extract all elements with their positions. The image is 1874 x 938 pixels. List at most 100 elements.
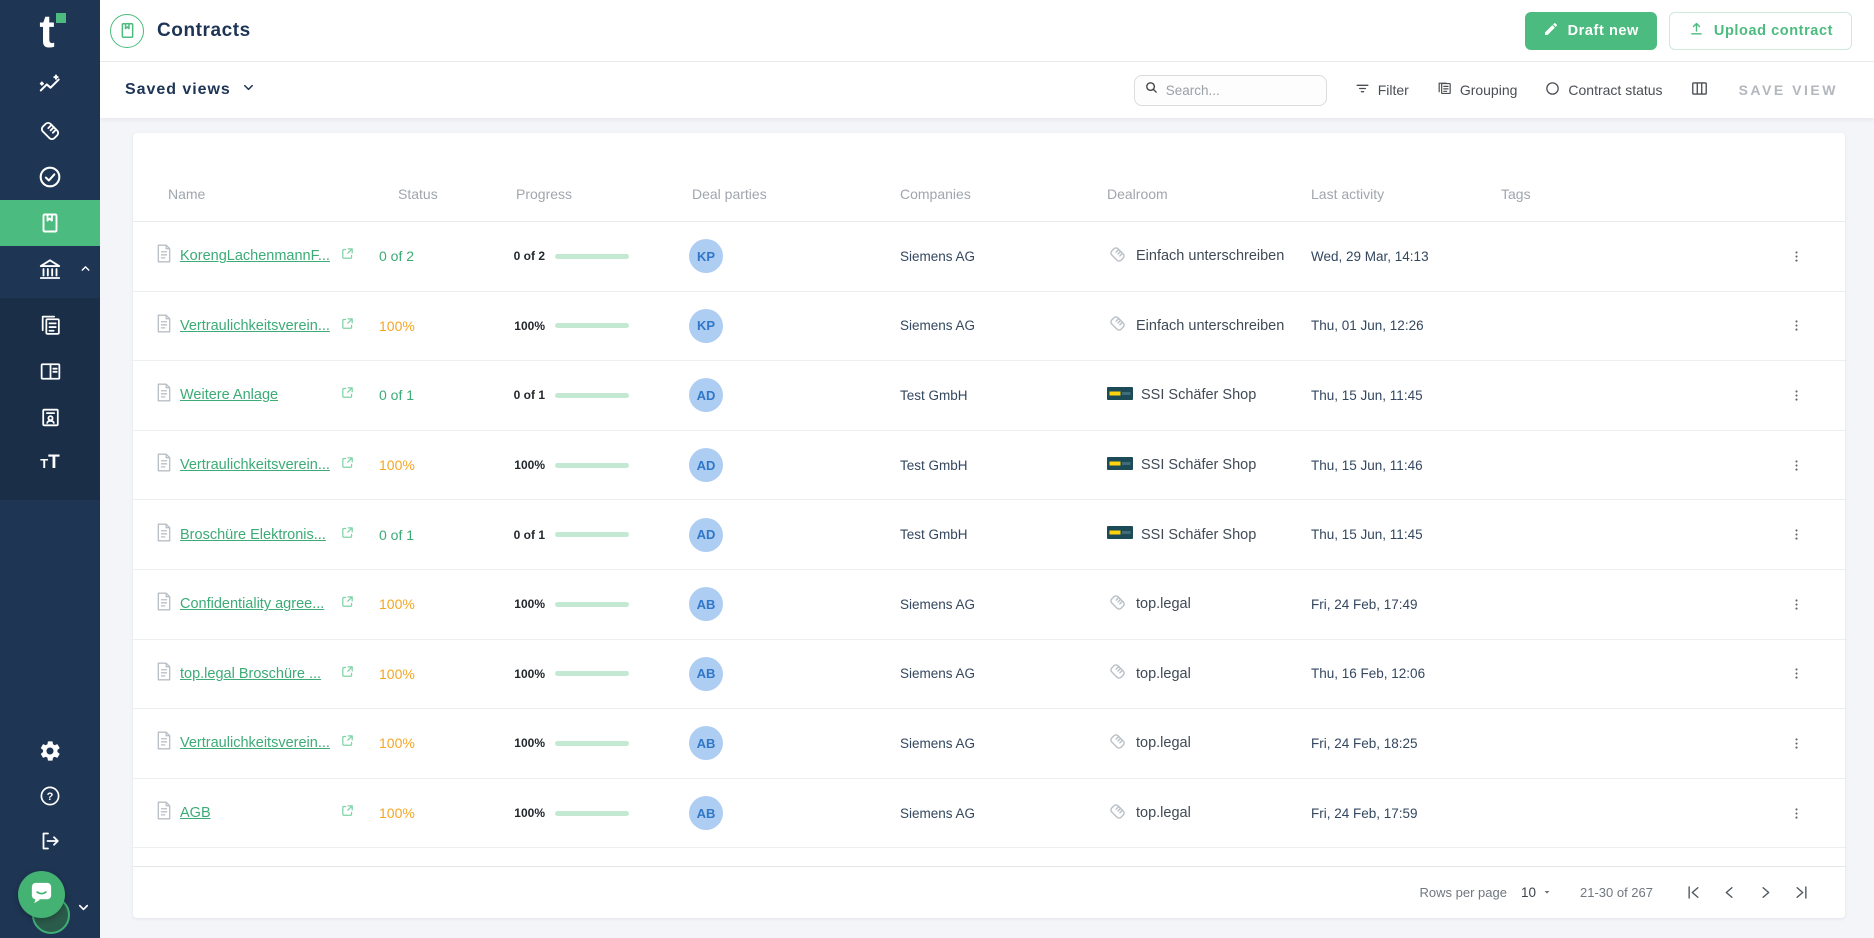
sidebar-item-text-styles[interactable]: TT (0, 440, 100, 486)
library-icon (38, 313, 63, 338)
grouping-button[interactable]: Grouping (1436, 80, 1518, 100)
settings-button[interactable] (0, 731, 100, 776)
sidebar-item-contacts[interactable] (0, 394, 100, 440)
row-menu-button[interactable] (1783, 313, 1809, 339)
handshake-icon (1107, 731, 1128, 756)
progress-bar (555, 602, 629, 607)
document-icon (155, 313, 173, 339)
sidebar-item-templates[interactable] (0, 302, 100, 348)
contract-name-link[interactable]: KorengLachenmannF... (180, 248, 340, 264)
draft-new-button[interactable]: Draft new (1525, 12, 1657, 50)
column-header-dealroom: Dealroom (1103, 186, 1303, 202)
open-external-icon[interactable] (340, 594, 355, 614)
status-circle-icon (1544, 80, 1561, 100)
status-value: 100% (373, 735, 493, 751)
search-input[interactable] (1166, 83, 1317, 98)
row-menu-button[interactable] (1783, 522, 1809, 548)
progress-label: 0 of 1 (493, 528, 545, 542)
sidebar-item-contracts[interactable] (0, 200, 100, 246)
dealroom-name: top.legal (1136, 735, 1191, 751)
dealroom-name: SSI Schäfer Shop (1141, 387, 1256, 403)
contract-name-link[interactable]: top.legal Broschüre ... (180, 666, 340, 682)
contract-name-link[interactable]: Weitere Anlage (180, 387, 340, 403)
contract-status-filter[interactable]: Contract status (1544, 80, 1662, 100)
contracts-page-icon (110, 14, 144, 48)
chat-launcher-button[interactable] (18, 871, 65, 918)
row-menu-button[interactable] (1783, 661, 1809, 687)
open-external-icon[interactable] (340, 455, 355, 475)
filter-button[interactable]: Filter (1354, 80, 1409, 100)
contract-name-link[interactable]: Vertraulichkeitsverein... (180, 457, 340, 473)
row-menu-button[interactable] (1783, 243, 1809, 269)
handshake-icon (1107, 661, 1128, 686)
search-box (1134, 75, 1327, 106)
open-external-icon[interactable] (340, 316, 355, 336)
company-name: Test GmbH (893, 527, 1103, 542)
progress-bar (555, 323, 629, 328)
document-icon (155, 730, 173, 756)
chevron-up-icon[interactable] (79, 262, 92, 275)
row-menu-button[interactable] (1783, 800, 1809, 826)
rows-per-page-label: Rows per page (1420, 885, 1507, 900)
dealroom-name: top.legal (1136, 666, 1191, 682)
row-menu-button[interactable] (1783, 452, 1809, 478)
column-header-progress: Progress (493, 186, 653, 202)
app-logo[interactable]: t (0, 0, 100, 62)
row-menu-button[interactable] (1783, 591, 1809, 617)
check-circle-icon (37, 164, 63, 190)
company-name: Siemens AG (893, 597, 1103, 612)
contract-name-link[interactable]: AGB (180, 805, 340, 821)
row-menu-button[interactable] (1783, 382, 1809, 408)
handshake-icon (37, 118, 63, 144)
progress-label: 100% (493, 806, 545, 820)
previous-page-button[interactable] (1711, 875, 1747, 911)
dealroom-name: top.legal (1136, 805, 1191, 821)
first-page-button[interactable] (1675, 875, 1711, 911)
logout-button[interactable] (0, 821, 100, 866)
text-styles-icon: TT (40, 452, 60, 474)
document-icon (155, 452, 173, 478)
deal-party-avatar: KP (689, 309, 723, 343)
rows-per-page-select[interactable]: 10 (1521, 885, 1552, 900)
ssi-schaefer-logo (1107, 526, 1133, 543)
contract-name-link[interactable]: Broschüre Elektronis... (180, 527, 340, 543)
open-external-icon[interactable] (340, 733, 355, 753)
last-activity: Thu, 15 Jun, 11:45 (1303, 388, 1493, 403)
open-external-icon[interactable] (340, 525, 355, 545)
ssi-schaefer-logo (1107, 457, 1133, 474)
upload-contract-button[interactable]: Upload contract (1669, 12, 1852, 50)
progress-label: 0 of 1 (493, 388, 545, 402)
last-page-button[interactable] (1783, 875, 1819, 911)
sidebar-item-playbooks[interactable] (0, 348, 100, 394)
handshake-icon (1107, 592, 1128, 617)
sidebar-subgroup: TT (0, 298, 100, 500)
column-header-name: Name (133, 186, 373, 202)
caret-down-icon (1542, 885, 1552, 900)
sidebar-item-tasks[interactable] (0, 154, 100, 200)
contract-name-link[interactable]: Vertraulichkeitsverein... (180, 318, 340, 334)
sidebar-item-deals[interactable] (0, 108, 100, 154)
contract-name-link[interactable]: Confidentiality agree... (180, 596, 340, 612)
deal-party-avatar: AB (689, 796, 723, 830)
contract-name-link[interactable]: Vertraulichkeitsverein... (180, 735, 340, 751)
table-row: Weitere Anlage 0 of 1 0 of 1 AD Test Gmb… (133, 361, 1845, 431)
open-external-icon[interactable] (340, 246, 355, 266)
open-external-icon[interactable] (340, 803, 355, 823)
help-button[interactable]: ? (0, 776, 100, 821)
help-icon: ? (38, 784, 62, 813)
sidebar-item-organization[interactable] (0, 246, 100, 292)
chevron-down-icon[interactable] (76, 900, 91, 920)
deal-party-avatar: AB (689, 657, 723, 691)
sidebar-item-analytics[interactable] (0, 62, 100, 108)
open-external-icon[interactable] (340, 385, 355, 405)
table-row: Vertraulichkeitsverein... 100% 100% AD T… (133, 431, 1845, 501)
save-view-button[interactable]: SAVE VIEW (1739, 82, 1838, 98)
dealroom-name: SSI Schäfer Shop (1141, 457, 1256, 473)
view-toolbar: Saved views (100, 62, 1874, 118)
open-external-icon[interactable] (340, 664, 355, 684)
status-value: 0 of 2 (373, 248, 493, 264)
columns-button[interactable] (1690, 79, 1709, 101)
next-page-button[interactable] (1747, 875, 1783, 911)
row-menu-button[interactable] (1783, 730, 1809, 756)
saved-views-dropdown[interactable]: Saved views (125, 80, 256, 100)
